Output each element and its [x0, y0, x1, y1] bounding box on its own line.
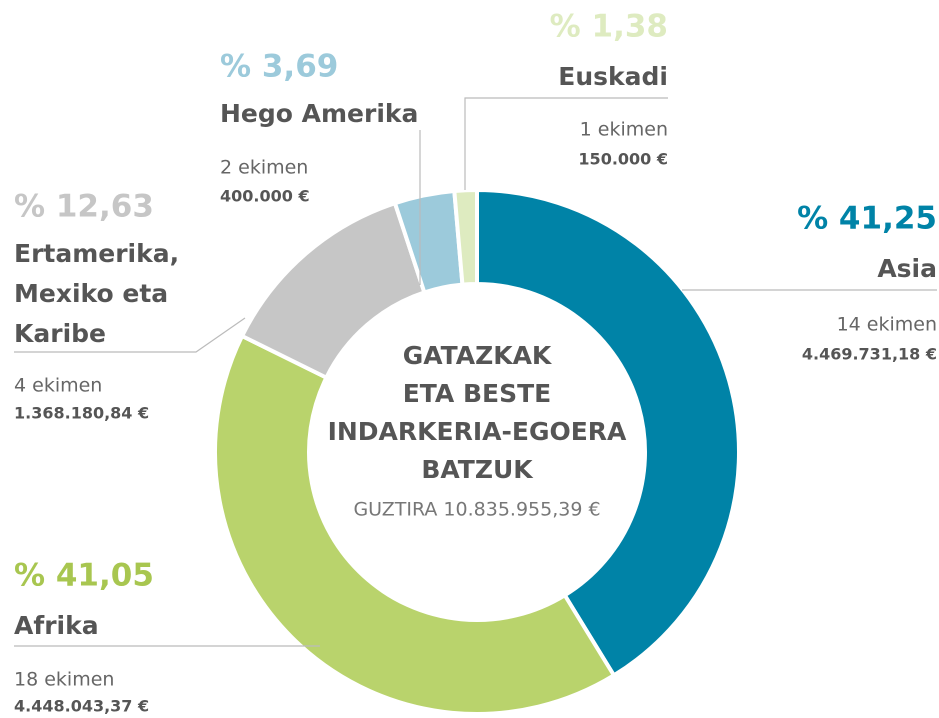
donut-slice	[475, 187, 741, 679]
amount-label: 1.368.180,84 €	[14, 404, 149, 423]
category-label: Ertamerika, Mexiko eta Karibe	[14, 239, 179, 348]
category-label: Afrika	[14, 611, 99, 640]
leader-line	[14, 317, 246, 353]
initiatives-label: 18 ekimen	[14, 669, 114, 691]
initiatives-label: 14 ekimen	[837, 314, 937, 336]
donut-slice	[239, 200, 427, 381]
chart-title: INDARKERIA-EGOERA	[328, 417, 627, 446]
value-label: % 41,05	[14, 558, 154, 594]
donut-slice	[213, 333, 617, 716]
value-label: % 12,63	[14, 189, 154, 225]
donut-slice	[452, 187, 479, 287]
amount-label: 150.000 €	[578, 150, 668, 169]
value-label: % 3,69	[220, 49, 338, 85]
chart-title: BATZUK	[421, 455, 534, 484]
value-label: % 41,25	[797, 201, 937, 237]
category-label: Euskadi	[558, 62, 668, 91]
initiatives-label: 1 ekimen	[580, 119, 668, 141]
chart-title: GATAZKAK	[403, 341, 553, 370]
chart-title: ETA BESTE	[403, 379, 552, 408]
amount-label: 4.469.731,18 €	[802, 345, 937, 364]
amount-label: 4.448.043,37 €	[14, 697, 149, 716]
amount-label: 400.000 €	[220, 187, 310, 206]
initiatives-label: 4 ekimen	[14, 375, 102, 397]
initiatives-label: 2 ekimen	[220, 157, 308, 179]
chart-subtitle: GUZTIRA 10.835.955,39 €	[353, 499, 600, 521]
category-label: Asia	[877, 254, 937, 283]
value-label: % 1,38	[550, 9, 668, 45]
category-label: Hego Amerika	[220, 99, 418, 128]
leader-line	[464, 97, 668, 190]
